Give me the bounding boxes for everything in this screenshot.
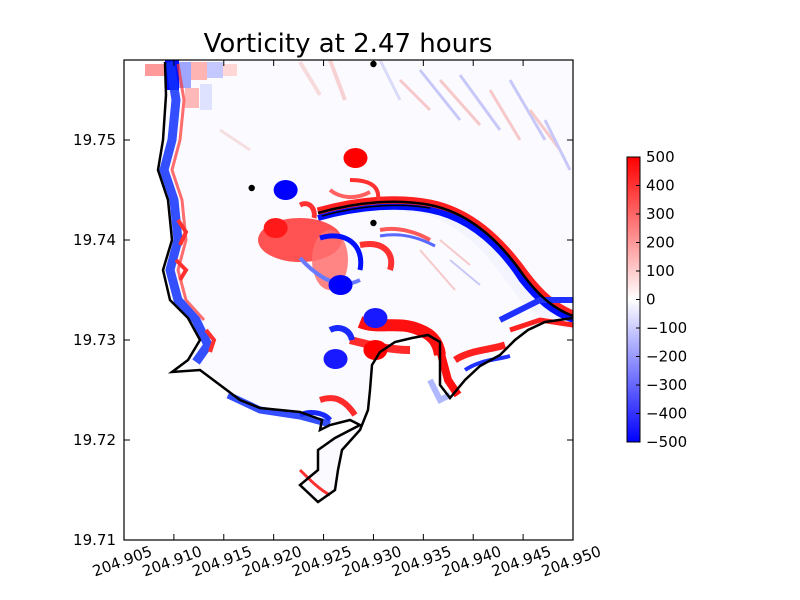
colorbar-ticks: 500 400 300 200 100 0 −100 −200 −300 −400 −500 <box>636 148 687 451</box>
vorticity-field <box>124 60 573 540</box>
vortex-blob <box>263 218 288 238</box>
land-mask-south <box>124 60 573 540</box>
west-shore-red <box>170 63 206 322</box>
y-tick-label: 19.71 <box>73 531 116 549</box>
colorbar-tick-label: −100 <box>646 319 687 337</box>
vortex-blob <box>273 180 298 200</box>
plot-frame <box>123 59 574 541</box>
y-axis: 19.71 19.72 19.73 19.74 19.75 <box>73 131 573 549</box>
offshore-streaks <box>219 60 572 291</box>
breakwater-inner-outline <box>321 204 431 217</box>
y-tick-label: 19.72 <box>73 431 116 449</box>
vortex-blob <box>343 148 368 168</box>
breakwater-outline <box>317 200 573 318</box>
colorbar-tick-label: −200 <box>646 348 687 366</box>
y-tick-label: 19.74 <box>73 231 116 249</box>
colorbar-tick-label: 200 <box>646 234 675 252</box>
reef-band <box>318 200 573 330</box>
colorbar: 500 400 300 200 100 0 −100 −200 −300 −400 −500 <box>626 148 687 451</box>
plot-area <box>123 59 574 541</box>
upper-left-cells <box>145 60 237 110</box>
chart-title: Vorticity at 2.47 hours <box>204 29 493 59</box>
colorbar-tick-label: −500 <box>646 433 687 451</box>
colorbar-tick-label: −300 <box>646 376 687 394</box>
vortex-blobs <box>263 148 388 369</box>
vortex-blob <box>363 308 388 328</box>
west-shore-blue <box>159 61 214 365</box>
colorbar-tick-label: 400 <box>646 177 675 195</box>
colorbar-tick-label: 500 <box>646 148 675 166</box>
colorbar-tick-label: 0 <box>646 291 656 309</box>
vortex-blob <box>363 340 388 360</box>
vortex-blob <box>328 275 353 295</box>
colorbar-tick-label: 100 <box>646 262 675 280</box>
y-tick-label: 19.73 <box>73 331 116 349</box>
colorbar-tick-label: −400 <box>646 405 687 423</box>
vortex-blob <box>323 349 348 369</box>
gauge-point <box>248 184 255 192</box>
y-tick-label: 19.75 <box>73 131 116 149</box>
gauge-point <box>370 219 377 227</box>
coastline <box>156 61 573 504</box>
colorbar-tick-label: 300 <box>646 205 675 223</box>
